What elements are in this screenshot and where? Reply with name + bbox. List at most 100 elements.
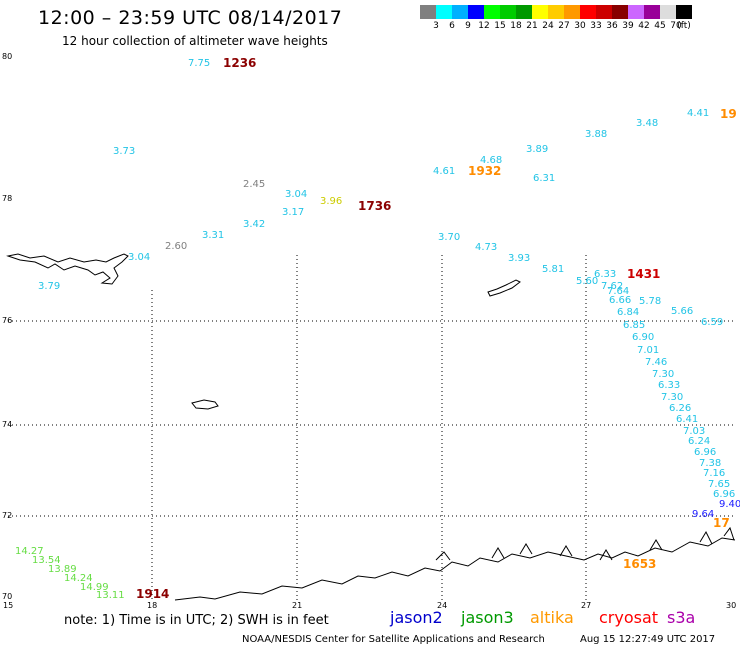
colorbar-label: 27 [558,21,570,31]
time-label: 1431 [627,267,661,281]
wave-height-label: 7.38 [699,458,722,469]
wave-height-label: 4.68 [480,155,503,166]
wave-height-label: 3.04 [285,189,308,200]
wave-height-label: 7.30 [652,369,675,380]
lon-label-15: 15 [3,601,14,610]
time-label: 1914 [136,587,170,601]
wave-height-label: 6.96 [694,447,717,458]
wave-height-label: 7.16 [703,468,726,479]
colorbar-swatch [452,5,468,19]
wave-height-label: 7.62 [601,281,624,292]
colorbar-swatch [628,5,644,19]
time-label: 17 [713,516,730,530]
lat-label-70: 70 [2,592,13,601]
wave-height-label: 6.41 [676,414,699,425]
colorbar-swatch [532,5,548,19]
wave-height-label: 3.48 [636,118,659,129]
colorbar-swatch [660,5,676,19]
map-title: 12:00 – 23:59 UTC 08/14/2017 [38,7,343,29]
wave-height-label: 3.93 [508,253,531,264]
colorbar-label: 36 [606,21,618,31]
colorbar-swatch [676,5,692,19]
bear-island [191,399,219,410]
colorbar-label: 42 [638,21,650,31]
colorbar-label: (ft) [677,21,691,31]
generation-timestamp: Aug 15 12:27:49 UTC 2017 [580,634,716,645]
wave-height-label: 7.30 [661,392,684,403]
lon-label-27: 27 [581,601,592,610]
kong-karls-land [487,279,521,297]
colorbar-swatch [644,5,660,19]
lon-label-18: 18 [147,601,158,610]
wave-height-label: 13.11 [96,590,125,601]
wave-height-label: 6.85 [623,320,646,331]
wave-height-label: 7.65 [708,479,731,490]
colorbar-swatch [420,5,436,19]
wave-height-label: 5.60 [576,276,599,287]
lat-label-72: 72 [2,511,13,520]
colorbar-label: 3 [433,21,439,31]
wave-height-label: 3.79 [38,281,61,292]
wave-height-label: 3.88 [585,129,608,140]
lat-label-80: 80 [2,52,13,61]
colorbar-label: 30 [574,21,586,31]
colorbar-label: 12 [478,21,490,31]
wave-height-label: 6.84 [617,307,640,318]
time-label: 1236 [223,56,257,70]
wave-height-label: 14.99 [80,582,109,593]
map-subtitle: 12 hour collection of altimeter wave hei… [62,34,328,48]
wave-height-label: 13.89 [48,564,77,575]
colorbar-label: 15 [494,21,506,31]
coastlines [6,253,736,601]
wave-height-label: 2.60 [165,241,188,252]
wave-height-label: 9.64 [692,509,715,520]
wave-height-label: 7.01 [637,345,660,356]
colorbar-label: 45 [654,21,666,31]
wave-height-label: 7.64 [607,286,630,297]
colorbar-label: 33 [590,21,602,31]
wave-height-label: 2.45 [243,179,266,190]
time-label: 1932 [468,164,502,178]
wave-height-label: 3.70 [438,232,461,243]
colorbar-label: 18 [510,21,522,31]
wave-height-label: 5.78 [639,296,662,307]
satellite-jason2: jason2 [390,608,443,627]
wave-height-label: 3.96 [320,196,343,207]
wave-height-label: 9.40 [719,499,740,510]
svalbard-coast [6,253,129,285]
wave-height-label: 3.89 [526,144,549,155]
lon-label-24: 24 [437,601,448,610]
footer-note: note: 1) Time is in UTC; 2) SWH is in fe… [64,613,329,628]
colorbar-label: 9 [465,21,471,31]
wave-height-label: 6.96 [713,489,736,500]
satellite-s3a: s3a [667,608,696,627]
colorbar-swatch [468,5,484,19]
colorbar-legend [420,5,692,19]
wave-height-label: 14.27 [15,546,44,557]
wave-height-label: 6.59 [701,317,724,328]
graticule [8,255,735,600]
colorbar-swatch [484,5,500,19]
colorbar-swatch [516,5,532,19]
wave-height-label: 6.31 [533,173,556,184]
wave-height-label: 3.17 [282,207,305,218]
wave-height-label: 6.24 [688,436,711,447]
time-label: 1736 [358,199,392,213]
wave-height-label: 5.66 [671,306,694,317]
satellite-cryosat: cryosat [599,608,659,627]
colorbar-label: 24 [542,21,554,31]
wave-height-label: 3.31 [202,230,225,241]
norway-coast [174,537,736,601]
wave-height-label: 3.42 [243,219,266,230]
wave-height-label: 7.75 [188,58,211,69]
lon-label-21: 21 [292,601,303,610]
colorbar-labels: 3 6 9 12 15 18 21 24 27 30 33 36 39 42 45 70 (ft) [420,21,740,35]
time-label: 1653 [623,557,657,571]
wave-height-label: 3.04 [128,252,151,263]
colorbar-swatch [564,5,580,19]
satellite-altika: altika [530,608,574,627]
credit-line: NOAA/NESDIS Center for Satellite Applica… [242,634,545,645]
lat-label-78: 78 [2,194,13,203]
